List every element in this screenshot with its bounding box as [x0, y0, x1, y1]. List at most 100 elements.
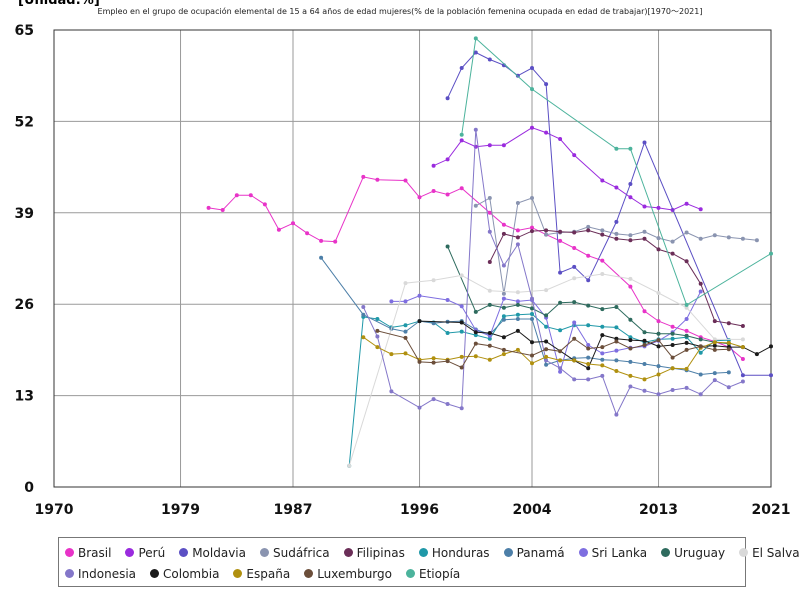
data-point: [501, 317, 506, 322]
x-tick-label: 1979: [161, 502, 200, 518]
legend-swatch: [179, 548, 189, 557]
data-point: [740, 236, 745, 241]
x-tick-label: 2004: [513, 502, 552, 518]
data-point: [614, 348, 619, 353]
data-point: [558, 366, 563, 371]
data-point: [417, 359, 422, 364]
data-point: [530, 340, 534, 345]
data-point: [501, 335, 506, 340]
data-point: [473, 354, 478, 359]
data-point: [544, 339, 549, 344]
series-moldavia: [445, 50, 773, 378]
data-point: [417, 319, 422, 324]
data-point: [375, 328, 380, 333]
data-point: [572, 300, 577, 305]
data-point: [431, 360, 436, 365]
data-point: [586, 224, 591, 229]
data-point: [544, 232, 549, 237]
data-point: [628, 146, 633, 151]
x-tick-label: 2013: [639, 502, 678, 518]
data-point: [614, 369, 619, 373]
data-point: [684, 366, 689, 371]
data-point: [684, 230, 689, 235]
legend-row: Brasil Perú Moldavia Sudáfrica Filipinas Hond…: [65, 542, 800, 563]
series-line: [348, 273, 743, 467]
series-el-salvador: [347, 272, 745, 468]
data-point: [515, 228, 520, 233]
data-point: [684, 201, 689, 206]
data-point: [459, 365, 464, 370]
data-point: [544, 228, 549, 233]
legend-label: Sri Lanka: [591, 545, 648, 560]
data-point: [558, 270, 563, 275]
data-point: [712, 347, 717, 352]
data-point: [769, 251, 773, 256]
data-point: [459, 329, 464, 334]
data-point: [544, 362, 549, 367]
series-line: [489, 229, 743, 327]
data-point: [670, 239, 675, 244]
legend-item: Luxemburgo: [304, 567, 392, 581]
data-point: [600, 363, 605, 368]
data-point: [586, 343, 591, 347]
data-point: [600, 357, 605, 362]
grid-lines: [53, 29, 772, 488]
legend-swatch: [65, 548, 74, 557]
series-line: [348, 313, 729, 466]
legend-label: Filipinas: [356, 545, 405, 560]
data-point: [726, 347, 731, 352]
y-tick-label: 65: [15, 23, 34, 39]
series-line: [377, 330, 729, 369]
data-point: [459, 66, 464, 70]
data-point: [628, 373, 633, 378]
data-point: [530, 125, 534, 130]
data-point: [361, 335, 366, 340]
series-filipinas: [487, 228, 745, 328]
y-tick-label: 0: [24, 480, 34, 496]
data-point: [459, 320, 464, 325]
legend-label: Uruguay: [674, 545, 726, 560]
legend-label: España: [246, 566, 291, 581]
data-point: [656, 291, 661, 295]
data-point: [600, 351, 605, 356]
data-point: [628, 338, 633, 343]
data-point: [684, 328, 689, 333]
legend-item: Moldavia: [179, 546, 246, 560]
data-point: [431, 321, 436, 326]
data-point: [740, 345, 745, 350]
data-point: [248, 193, 253, 198]
data-point: [487, 288, 492, 293]
legend-label: Etiopía: [418, 566, 461, 581]
data-point: [558, 300, 563, 305]
data-point: [698, 350, 703, 355]
data-point: [670, 324, 675, 329]
data-point: [487, 57, 492, 62]
data-point: [544, 358, 549, 363]
legend-label: Indonesia: [78, 566, 137, 581]
data-point: [515, 312, 520, 317]
data-point: [544, 324, 549, 329]
data-point: [642, 343, 647, 347]
data-point: [614, 305, 619, 309]
legend-label: Honduras: [431, 545, 490, 560]
data-point: [262, 202, 267, 207]
legend-swatch: [65, 569, 74, 578]
data-point: [501, 305, 506, 310]
legend-label: Perú: [138, 545, 166, 560]
data-point: [515, 299, 520, 304]
data-point: [403, 351, 408, 356]
data-point: [445, 192, 450, 197]
data-point: [445, 157, 450, 162]
x-tick-label: 1970: [35, 502, 74, 518]
data-point: [319, 238, 324, 243]
data-point: [628, 317, 633, 322]
data-point: [375, 177, 380, 182]
data-point: [515, 302, 520, 307]
data-point: [530, 312, 534, 316]
data-point: [501, 222, 506, 227]
data-point: [628, 384, 633, 389]
data-point: [586, 228, 591, 233]
series-luxemburgo: [375, 328, 731, 370]
legend-item: Brasil: [65, 546, 111, 560]
data-point: [642, 204, 647, 209]
